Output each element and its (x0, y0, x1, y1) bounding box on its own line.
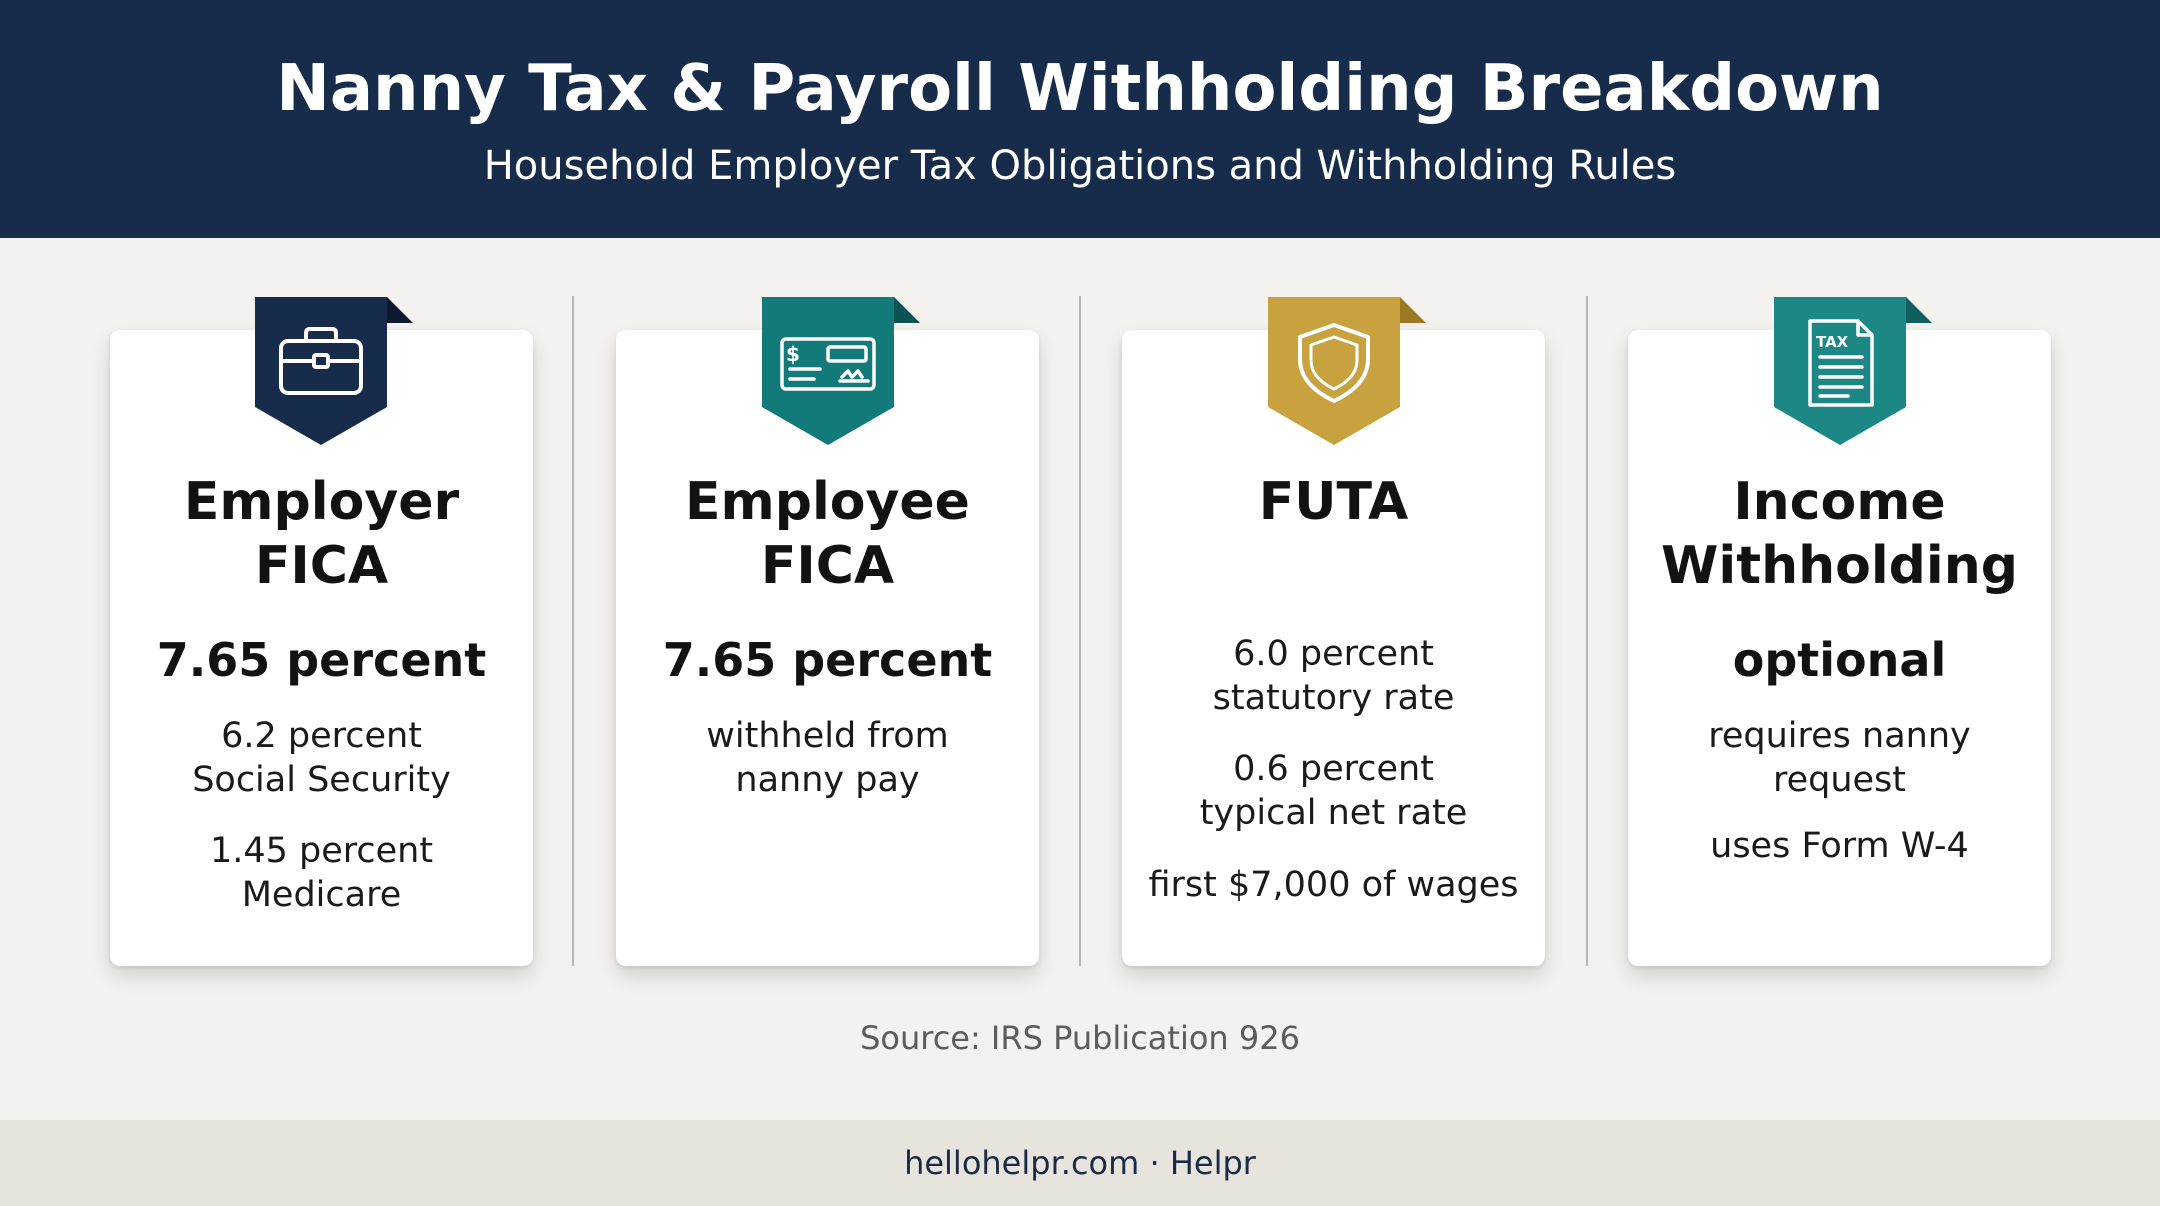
card-title-line: Employer (183, 472, 460, 532)
footer-brand: hellohelpr.com · Helpr (904, 1144, 1256, 1182)
check-icon: $ (762, 297, 920, 445)
card-title-line: FICA (760, 536, 895, 596)
shield-icon (1268, 297, 1426, 445)
card-detail: uses Form W-4 (1710, 826, 1969, 866)
card-detail: withheld from (706, 716, 949, 756)
card-title: FUTA (1258, 472, 1409, 532)
card-detail: 1.45 percent (209, 831, 434, 871)
column-divider (1079, 296, 1081, 966)
card-rate: 7.65 percent (156, 633, 487, 687)
column-divider (1586, 296, 1588, 966)
source-note: Source: IRS Publication 926 (860, 1019, 1300, 1057)
card-title: Employer FICA (110, 470, 533, 598)
card-title-line: FICA (254, 536, 389, 596)
card-rate: 7.65 percent (662, 633, 993, 687)
card-detail: Medicare (241, 875, 402, 915)
card-detail: nanny pay (735, 760, 920, 800)
page-subtitle: Household Employer Tax Obligations and W… (483, 143, 1677, 189)
card-detail: 6.2 percent (221, 716, 422, 756)
card-title-line: Income (1733, 472, 1946, 532)
card-title: Income Withholding (1628, 470, 2051, 598)
tax-icon-label: TAX (1816, 333, 1849, 351)
card-detail: statutory rate (1212, 678, 1455, 718)
card-title-line: Withholding (1661, 536, 2018, 596)
card-detail: first $7,000 of wages (1148, 865, 1519, 905)
card-detail: 6.0 percent (1233, 634, 1434, 674)
card-detail: typical net rate (1199, 793, 1468, 833)
svg-text:$: $ (786, 342, 800, 366)
card-futa: FUTA 6.0 percent statutory rate 0.6 perc… (1122, 330, 1545, 966)
card-detail: requires nanny (1708, 716, 1971, 756)
card-title-line: Employee (685, 472, 970, 532)
card-detail: Social Security (192, 760, 451, 800)
card-detail: request (1772, 760, 1907, 800)
tax-document-icon: TAX (1774, 297, 1932, 445)
card-title: Employee FICA (616, 470, 1039, 598)
header-banner: Nanny Tax & Payroll Withholding Breakdow… (0, 0, 2160, 238)
briefcase-icon (255, 297, 413, 445)
card-employee-fica: Employee FICA 7.65 percent withheld from… (616, 330, 1039, 966)
page-title: Nanny Tax & Payroll Withholding Breakdow… (276, 52, 1884, 126)
card-detail: 0.6 percent (1233, 749, 1434, 789)
card-rate: optional (1732, 633, 1947, 687)
column-divider (572, 296, 574, 966)
footer-bar: hellohelpr.com · Helpr (0, 1120, 2160, 1206)
